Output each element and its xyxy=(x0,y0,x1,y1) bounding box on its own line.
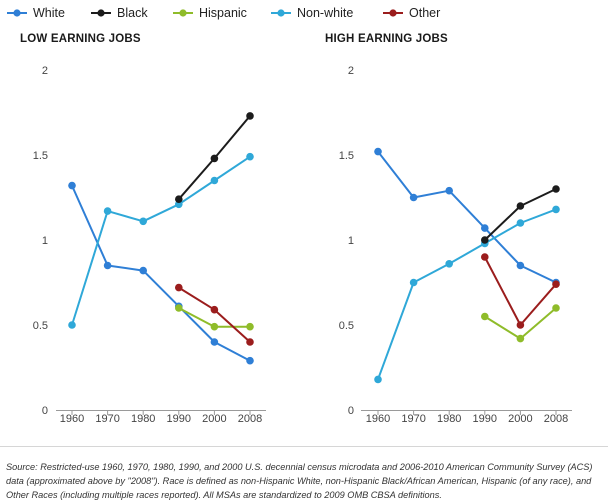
series-line-white xyxy=(377,150,557,284)
y-tick-label: 1 xyxy=(348,235,354,247)
series-line-non-white xyxy=(71,155,251,326)
y-tick-label: 2 xyxy=(348,65,354,77)
legend-item-other: Other xyxy=(382,4,440,22)
x-tick-label: 1970 xyxy=(95,413,119,425)
x-tick-label: 1990 xyxy=(473,413,497,425)
data-point-other xyxy=(175,283,183,292)
x-tick-label: 2008 xyxy=(238,413,262,425)
data-point-white xyxy=(374,147,382,156)
legend-swatch-icon xyxy=(173,9,193,17)
y-tick-label: 1 xyxy=(42,235,48,247)
x-tick-label: 1980 xyxy=(131,413,155,425)
y-tick-label: 1.5 xyxy=(33,150,48,162)
data-point-black xyxy=(552,185,560,193)
y-tick-label: 0 xyxy=(348,405,354,417)
legend-item-non-white: Non-white xyxy=(270,4,353,22)
x-tick-label: 1980 xyxy=(437,413,461,425)
x-tick-label: 2000 xyxy=(202,413,226,425)
data-point-other xyxy=(210,305,219,314)
high-earning-title: HIGH EARNING JOBS xyxy=(325,33,448,45)
data-point-white xyxy=(516,261,525,270)
y-tick-label: 2 xyxy=(42,65,48,77)
data-point-black xyxy=(210,154,219,163)
charts-canvas: 0 0.5 1 1.5 2 1960 1970 1980 1990 2000 2008 0 0.5 1 1.… xyxy=(33,65,572,425)
legend-label: Non-white xyxy=(297,6,354,20)
data-point-hispanic xyxy=(552,304,560,312)
data-point-white xyxy=(139,266,147,275)
data-point-hispanic xyxy=(481,312,489,321)
data-point-white xyxy=(481,224,489,232)
data-point-other xyxy=(516,321,525,329)
data-point-non-white xyxy=(374,375,382,384)
data-point-hispanic xyxy=(175,304,183,312)
series-line-non-white xyxy=(377,208,557,380)
x-tick-label: 1960 xyxy=(60,413,84,425)
data-point-white xyxy=(210,338,219,346)
data-point-non-white xyxy=(210,176,219,185)
legend-item-white: White xyxy=(6,4,65,22)
data-point-non-white xyxy=(445,260,454,268)
data-point-white xyxy=(246,356,254,365)
y-tick-label: 0.5 xyxy=(339,320,354,332)
chart-legend: White Black Hispanic Non-white Other xyxy=(0,0,608,26)
data-point-black xyxy=(246,112,254,120)
data-point-non-white xyxy=(409,278,418,287)
data-point-black xyxy=(175,195,183,203)
low-earning-chart: 0 0.5 1 1.5 2 1960 1970 1980 1990 2000 2008 xyxy=(33,65,266,425)
legend-label: White xyxy=(33,6,65,20)
series-line-white xyxy=(71,185,251,362)
data-point-hispanic xyxy=(210,322,219,331)
y-tick-label: 1.5 xyxy=(339,150,354,162)
source-text: Source: Restricted-use 1960, 1970, 1980,… xyxy=(6,462,593,500)
x-tick-label: 1970 xyxy=(401,413,425,425)
y-tick-label: 0.5 xyxy=(33,320,48,332)
data-point-white xyxy=(445,186,454,195)
x-tick-label: 2008 xyxy=(544,413,568,425)
low-earning-title: LOW EARNING JOBS xyxy=(20,33,141,45)
legend-item-hispanic: Hispanic xyxy=(172,4,247,22)
series-line-other xyxy=(178,286,251,343)
data-point-white xyxy=(103,261,112,270)
x-tick-label: 1990 xyxy=(167,413,191,425)
data-point-non-white xyxy=(246,152,254,161)
data-point-hispanic xyxy=(246,322,254,331)
high-earning-chart: 0 0.5 1 1.5 2 1960 1970 1980 1990 2000 2008 xyxy=(339,65,572,425)
data-point-non-white xyxy=(103,207,112,215)
source-note: Source: Restricted-use 1960, 1970, 1980,… xyxy=(0,446,608,500)
data-point-white xyxy=(68,181,76,190)
legend-swatch-icon xyxy=(383,9,403,17)
data-point-non-white xyxy=(139,217,147,226)
x-tick-label: 1960 xyxy=(366,413,390,425)
data-point-non-white xyxy=(68,321,76,329)
data-point-black xyxy=(516,202,525,210)
data-point-white xyxy=(409,193,418,202)
data-point-other xyxy=(246,338,254,346)
x-tick-label: 2000 xyxy=(508,413,532,425)
legend-label: Black xyxy=(117,6,148,20)
data-point-other xyxy=(481,253,489,261)
data-point-other xyxy=(552,280,560,289)
data-point-hispanic xyxy=(516,334,525,343)
legend-swatch-icon xyxy=(91,9,111,17)
legend-label: Other xyxy=(409,6,441,20)
y-tick-label: 0 xyxy=(42,405,48,417)
data-point-black xyxy=(481,236,489,244)
data-point-non-white xyxy=(516,219,525,227)
legend-label: Hispanic xyxy=(199,6,247,20)
legend-swatch-icon xyxy=(271,9,291,17)
data-point-non-white xyxy=(552,205,560,214)
legend-swatch-icon xyxy=(7,9,27,17)
legend-item-black: Black xyxy=(90,4,148,22)
